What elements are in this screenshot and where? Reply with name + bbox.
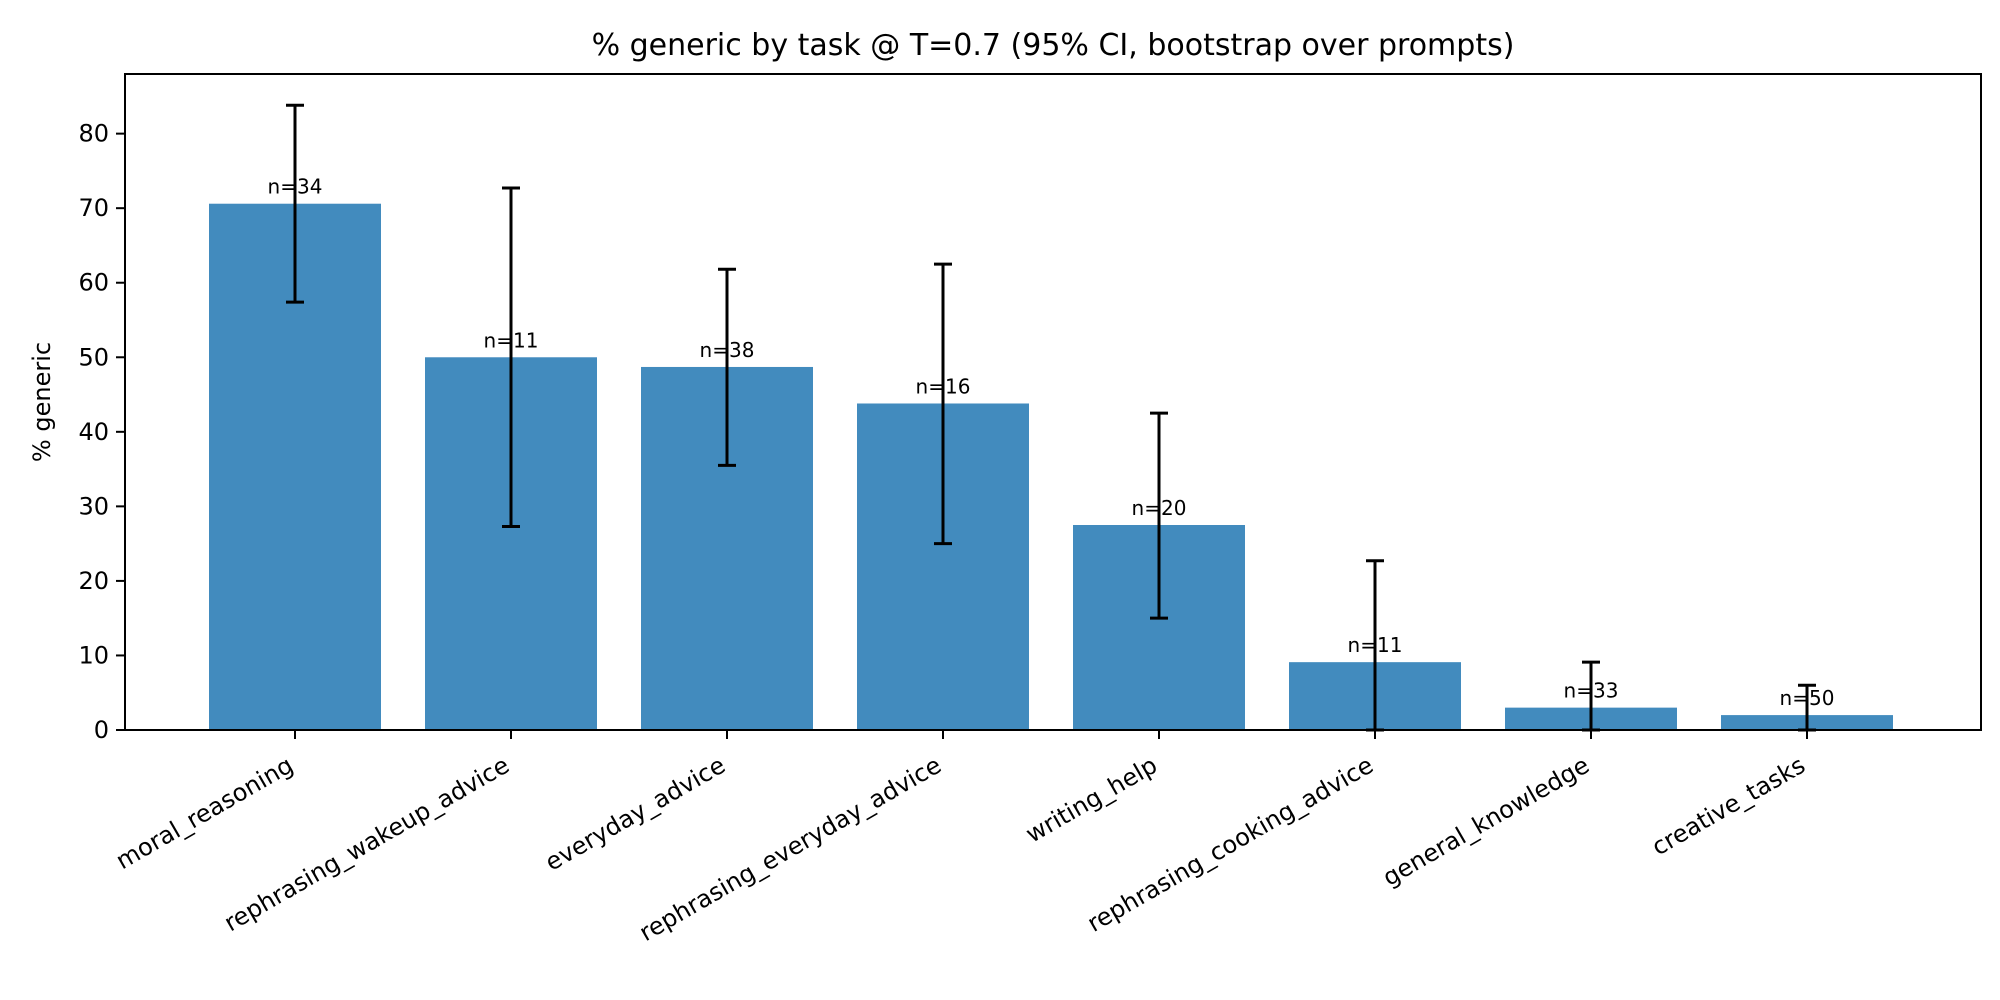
x-tick-label: general_knowledge <box>1378 751 1594 892</box>
y-tick-label: 70 <box>78 194 109 222</box>
n-label: n=20 <box>1132 496 1187 520</box>
y-axis-label: % generic <box>28 342 56 462</box>
chart-marks: 0 10 20 30 40 50 60 70 80 n=34 moral_reasoning n=11… <box>78 103 1893 947</box>
y-tick-label: 20 <box>78 567 109 595</box>
y-tick-label: 50 <box>78 343 109 371</box>
y-tick-label: 40 <box>78 418 109 446</box>
x-tick-label: moral_reasoning <box>111 751 298 875</box>
y-tick-label: 10 <box>78 641 109 669</box>
x-tick-label: creative_tasks <box>1647 751 1810 861</box>
n-label: n=38 <box>700 338 755 362</box>
n-label: n=33 <box>1564 679 1619 703</box>
chart-title: % generic by task @ T=0.7 (95% CI, boots… <box>592 28 1515 63</box>
x-tick-label: writing_help <box>1021 751 1162 849</box>
plot-area <box>124 73 1982 731</box>
y-tick-label: 0 <box>94 716 109 744</box>
y-tick-label: 80 <box>78 120 109 148</box>
n-label: n=11 <box>1348 633 1403 657</box>
n-label: n=11 <box>484 328 539 352</box>
n-label: n=34 <box>268 175 323 199</box>
n-label: n=50 <box>1780 686 1835 710</box>
y-tick-label: 30 <box>78 492 109 520</box>
x-tick-label: everyday_advice <box>540 751 730 877</box>
n-label: n=16 <box>916 374 971 398</box>
y-tick-label: 60 <box>78 269 109 297</box>
